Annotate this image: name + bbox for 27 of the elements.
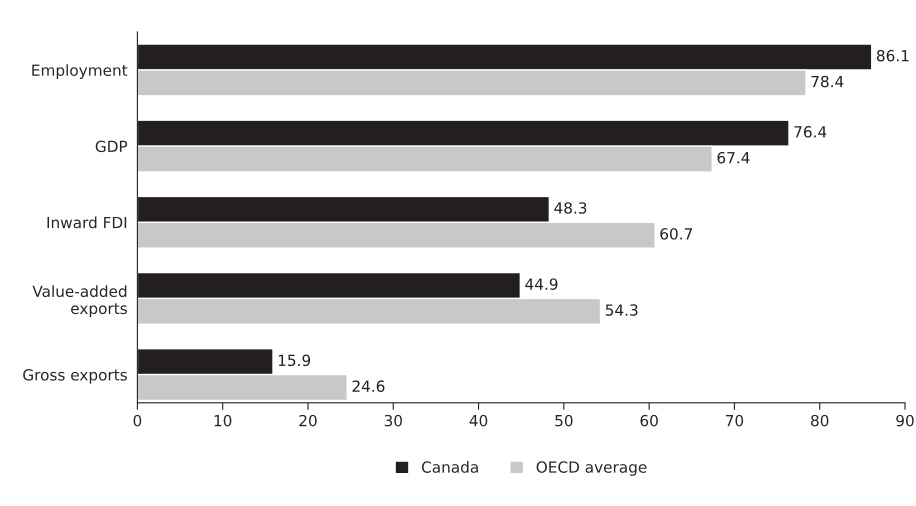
x-tick-label: 40 [470, 414, 488, 426]
data-label: 67.4 [717, 152, 750, 164]
y-tick-label: GDP [96, 140, 128, 152]
x-tick-label: 90 [896, 414, 914, 426]
x-tick-label: 70 [726, 414, 744, 426]
legend-label: OECD average [536, 461, 646, 476]
x-tick-label: 80 [811, 414, 828, 426]
data-label: 54.3 [606, 304, 638, 316]
data-label: 86.1 [876, 50, 909, 62]
x-tick-label: 50 [555, 414, 573, 426]
y-tick-label: Gross exports [23, 369, 127, 384]
data-label: 78.4 [811, 76, 844, 88]
data-label: 44.9 [525, 278, 558, 290]
x-tick-label: 60 [640, 414, 658, 426]
data-label: 76.4 [794, 126, 826, 138]
x-tick-label: 0 [134, 414, 142, 426]
data-label: 48.3 [554, 202, 586, 214]
x-tick-label: 30 [384, 414, 402, 426]
y-tick-label: Inward FDI [48, 216, 126, 228]
data-label: 24.6 [352, 380, 384, 392]
data-label: 60.7 [660, 228, 692, 240]
data-label: 15.9 [278, 354, 310, 366]
y-tick-label: Value-added exports [32, 285, 127, 318]
x-tick-label: 10 [214, 414, 232, 426]
x-tick-label: 20 [299, 414, 317, 426]
legend-label: Canada [422, 461, 478, 473]
y-tick-label: Employment [32, 64, 128, 79]
